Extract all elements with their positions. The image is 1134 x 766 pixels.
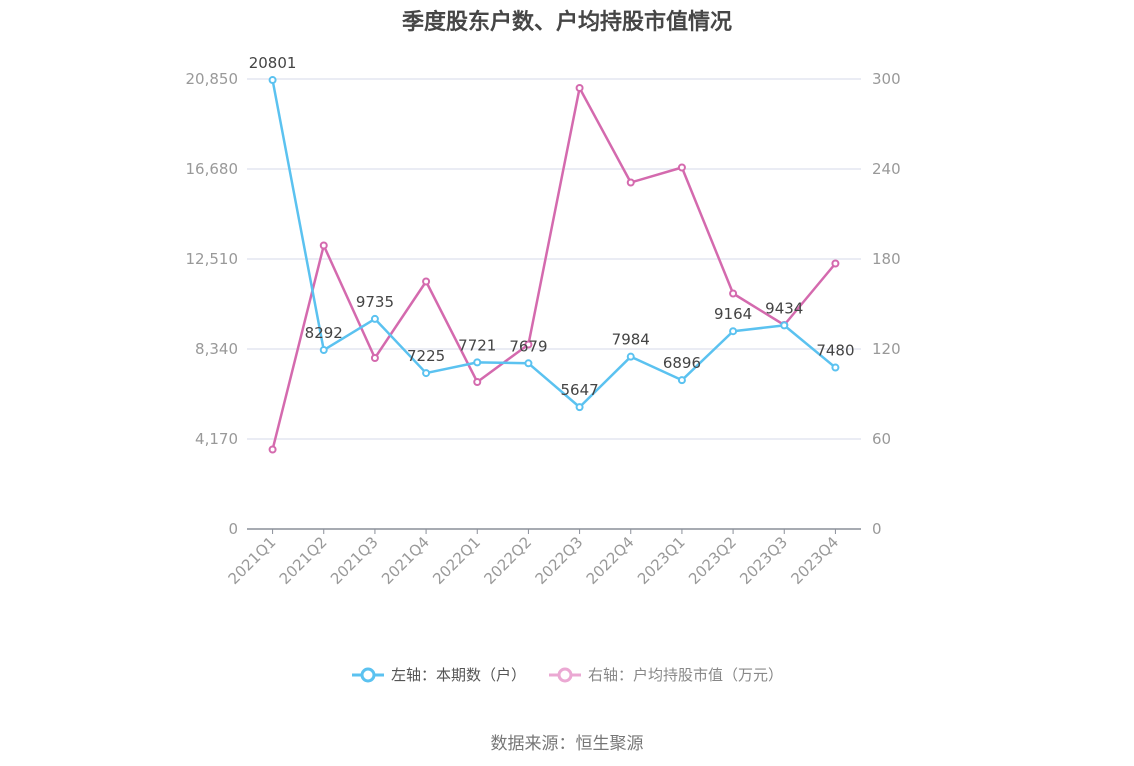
data-point[interactable] bbox=[422, 277, 431, 286]
x-axis-tick: 2021Q3 bbox=[327, 533, 382, 588]
x-axis-tick: 2021Q1 bbox=[225, 533, 280, 588]
x-axis-tick: 2022Q2 bbox=[480, 533, 535, 588]
data-point[interactable] bbox=[319, 346, 328, 355]
legend: 左轴：本期数（户） 右轴：户均持股市值（万元） bbox=[0, 664, 1134, 685]
x-axis: 2021Q12021Q22021Q32021Q42022Q12022Q22022… bbox=[225, 528, 861, 588]
right-axis-tick: 120 bbox=[872, 340, 901, 358]
data-label: 7679 bbox=[509, 337, 547, 355]
data-label: 9434 bbox=[765, 299, 803, 317]
data-point[interactable] bbox=[677, 376, 686, 385]
left-axis-tick: 12,510 bbox=[186, 250, 239, 268]
legend-label-left: 左轴：本期数（户） bbox=[390, 666, 526, 684]
data-point[interactable] bbox=[729, 289, 738, 298]
data-label: 20801 bbox=[249, 54, 297, 72]
gridlines bbox=[247, 78, 861, 440]
right-axis-tick: 180 bbox=[872, 250, 901, 268]
x-axis-tick: 2022Q4 bbox=[583, 533, 638, 588]
left-axis-tick: 20,850 bbox=[186, 70, 239, 88]
data-point[interactable] bbox=[370, 314, 379, 323]
data-source: 数据来源：恒生聚源 bbox=[490, 734, 644, 754]
x-axis-tick: 2023Q4 bbox=[787, 533, 842, 588]
data-label: 6896 bbox=[663, 354, 701, 372]
data-point[interactable] bbox=[524, 359, 533, 368]
data-label: 7721 bbox=[458, 336, 496, 354]
x-axis-tick: 2022Q3 bbox=[532, 533, 587, 588]
data-point[interactable] bbox=[729, 327, 738, 336]
data-point[interactable] bbox=[575, 403, 584, 412]
x-axis-tick: 2023Q3 bbox=[736, 533, 791, 588]
data-point[interactable] bbox=[268, 445, 277, 454]
left-axis: 0 4,170 8,340 12,510 16,680 20,850 bbox=[186, 70, 239, 538]
right-axis-tick: 240 bbox=[872, 160, 901, 178]
data-point[interactable] bbox=[831, 259, 840, 268]
data-point[interactable] bbox=[677, 163, 686, 172]
left-axis-tick: 0 bbox=[228, 520, 238, 538]
legend-marker-pink-icon bbox=[549, 667, 581, 682]
data-label: 8292 bbox=[305, 324, 343, 342]
x-axis-tick: 2021Q2 bbox=[276, 533, 331, 588]
data-point[interactable] bbox=[422, 369, 431, 378]
data-label: 9735 bbox=[356, 293, 394, 311]
legend-label-right: 右轴：户均持股市值（万元） bbox=[588, 666, 784, 684]
data-point[interactable] bbox=[831, 363, 840, 372]
x-axis-tick: 2022Q1 bbox=[429, 533, 484, 588]
data-label: 7984 bbox=[612, 331, 650, 349]
right-axis-tick: 300 bbox=[872, 70, 901, 88]
left-series-line bbox=[268, 76, 840, 412]
right-series-line bbox=[268, 84, 840, 454]
right-axis-tick: 60 bbox=[872, 430, 891, 448]
legend-item-right[interactable]: 右轴：户均持股市值（万元） bbox=[548, 664, 783, 685]
x-axis-tick: 2023Q2 bbox=[685, 533, 740, 588]
data-point[interactable] bbox=[626, 352, 635, 361]
data-point[interactable] bbox=[575, 84, 584, 92]
data-point[interactable] bbox=[268, 76, 277, 85]
right-axis: 0 60 120 180 240 300 bbox=[872, 70, 901, 538]
legend-item-left[interactable]: 左轴：本期数（户） bbox=[351, 664, 526, 685]
data-point[interactable] bbox=[319, 241, 328, 250]
data-labels: 20801 8292 9735 7225 7721 7679 5647 7984 6896 916… bbox=[249, 54, 855, 399]
data-point[interactable] bbox=[626, 178, 635, 187]
legend-marker-blue-icon bbox=[351, 667, 384, 682]
x-axis-tick: 2023Q1 bbox=[634, 533, 689, 588]
data-point[interactable] bbox=[370, 354, 379, 362]
data-point[interactable] bbox=[473, 358, 482, 367]
right-axis-tick: 0 bbox=[872, 520, 882, 538]
x-axis-tick: 2021Q4 bbox=[378, 533, 433, 588]
data-label: 5647 bbox=[560, 381, 598, 399]
data-point[interactable] bbox=[780, 321, 789, 330]
data-label: 7225 bbox=[407, 347, 445, 365]
left-axis-tick: 16,680 bbox=[186, 160, 239, 178]
data-point[interactable] bbox=[473, 378, 482, 386]
data-label: 9164 bbox=[714, 305, 752, 323]
left-axis-tick: 8,340 bbox=[195, 340, 238, 358]
data-point[interactable] bbox=[524, 340, 533, 349]
left-axis-tick: 4,170 bbox=[195, 430, 238, 448]
data-label: 7480 bbox=[816, 342, 854, 360]
chart-title: 季度股东户数、户均持股市值情况 bbox=[401, 10, 732, 35]
